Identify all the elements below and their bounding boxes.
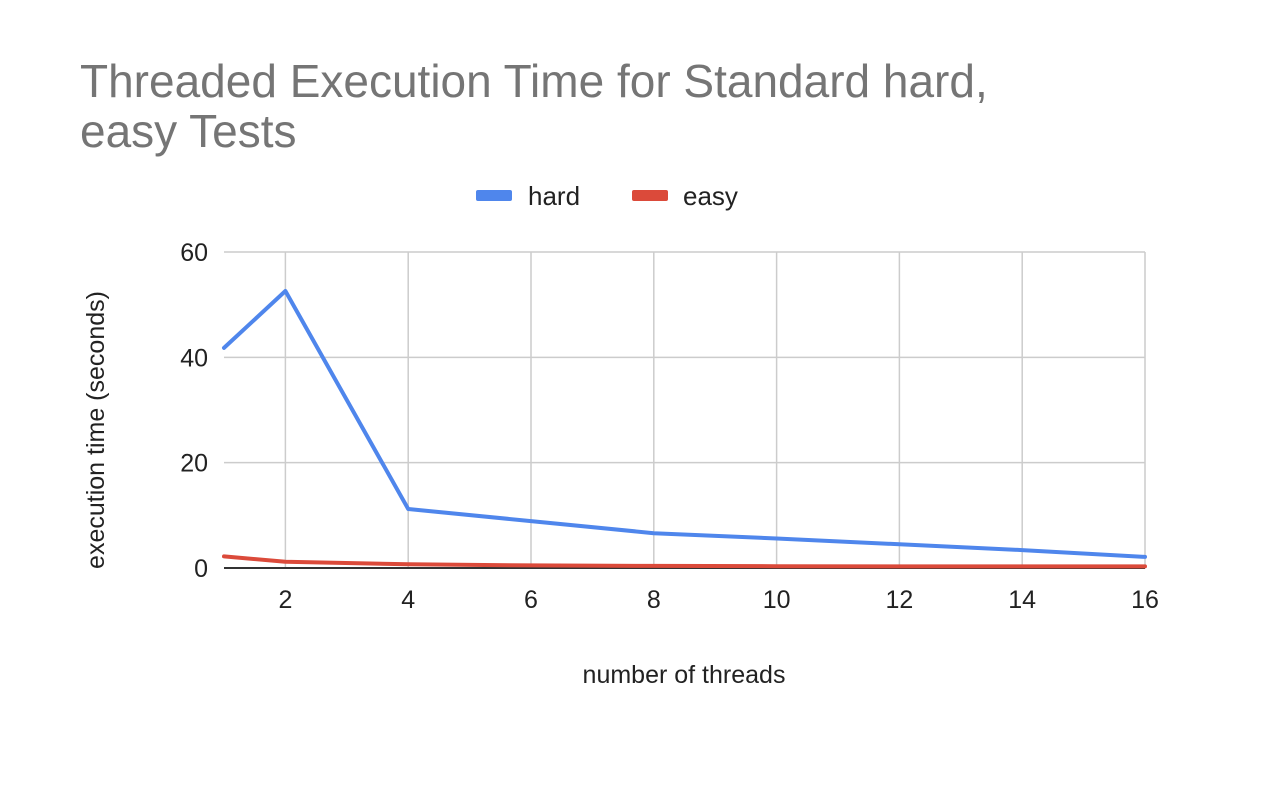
x-tick-label: 6	[524, 586, 538, 614]
chart-title-line-2: easy Tests	[80, 105, 296, 157]
y-tick-label: 20	[180, 450, 208, 478]
y-axis-label: execution time (seconds)	[82, 291, 110, 569]
series-line-hard	[222, 289, 1147, 559]
y-axis-ticks: 0 20 40 60	[180, 239, 208, 583]
y-tick-label: 40	[180, 344, 208, 372]
x-tick-label: 10	[763, 586, 791, 614]
x-tick-label: 4	[401, 586, 415, 614]
x-tick-label: 16	[1131, 586, 1159, 614]
grid	[224, 251, 1146, 569]
legend-swatch-hard	[476, 190, 512, 201]
x-tick-label: 8	[647, 586, 661, 614]
x-tick-label: 14	[1008, 586, 1036, 614]
x-tick-label: 12	[885, 586, 913, 614]
x-axis-label: number of threads	[583, 661, 786, 689]
legend-label-hard: hard	[528, 181, 580, 211]
x-axis-ticks: 2 4 6 8 10 12 14 16	[278, 586, 1158, 614]
series-line-easy	[222, 554, 1147, 569]
legend-label-easy: easy	[683, 181, 738, 211]
y-tick-label: 60	[180, 239, 208, 267]
chart-title-line-1: Threaded Execution Time for Standard har…	[80, 55, 988, 107]
x-tick-label: 2	[278, 586, 292, 614]
legend-swatch-easy	[632, 190, 668, 201]
chart-title: Threaded Execution Time for Standard har…	[80, 55, 988, 157]
legend: hard easy	[476, 181, 738, 211]
y-tick-label: 0	[194, 555, 208, 583]
series-lines	[222, 289, 1147, 569]
